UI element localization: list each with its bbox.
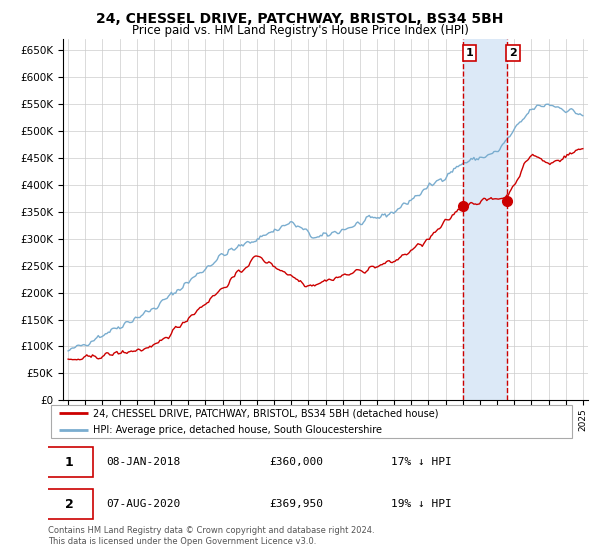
Text: 2: 2 — [65, 497, 73, 511]
Text: £360,000: £360,000 — [270, 457, 324, 467]
Text: 19% ↓ HPI: 19% ↓ HPI — [391, 499, 452, 509]
Text: 2: 2 — [509, 48, 517, 58]
FancyBboxPatch shape — [50, 405, 572, 438]
Text: HPI: Average price, detached house, South Gloucestershire: HPI: Average price, detached house, Sout… — [93, 425, 382, 435]
FancyBboxPatch shape — [46, 489, 93, 519]
Text: 08-JAN-2018: 08-JAN-2018 — [106, 457, 181, 467]
Bar — [463, 39, 507, 400]
Text: 24, CHESSEL DRIVE, PATCHWAY, BRISTOL, BS34 5BH: 24, CHESSEL DRIVE, PATCHWAY, BRISTOL, BS… — [97, 12, 503, 26]
Text: Price paid vs. HM Land Registry's House Price Index (HPI): Price paid vs. HM Land Registry's House … — [131, 24, 469, 37]
Text: 24, CHESSEL DRIVE, PATCHWAY, BRISTOL, BS34 5BH (detached house): 24, CHESSEL DRIVE, PATCHWAY, BRISTOL, BS… — [93, 408, 439, 418]
Text: 07-AUG-2020: 07-AUG-2020 — [106, 499, 181, 509]
FancyBboxPatch shape — [46, 447, 93, 477]
Text: Contains HM Land Registry data © Crown copyright and database right 2024.
This d: Contains HM Land Registry data © Crown c… — [48, 526, 374, 546]
Text: 1: 1 — [466, 48, 473, 58]
Text: 1: 1 — [65, 455, 73, 469]
Text: £369,950: £369,950 — [270, 499, 324, 509]
Text: 17% ↓ HPI: 17% ↓ HPI — [391, 457, 452, 467]
